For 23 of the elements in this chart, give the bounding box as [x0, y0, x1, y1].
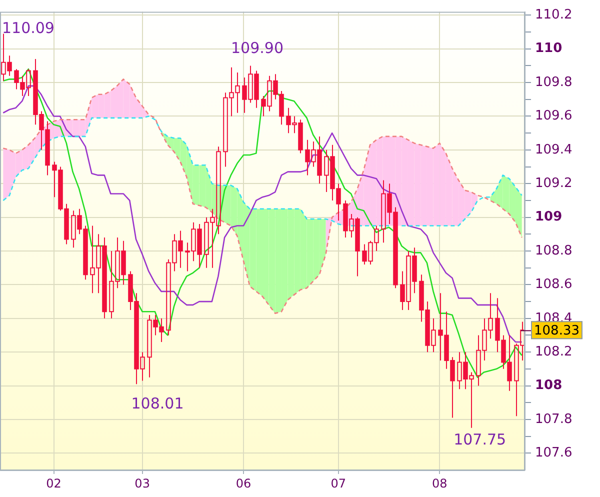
- y-tick-label: 109: [535, 210, 562, 225]
- x-tick-label: 03: [134, 476, 150, 490]
- x-tick-label: 07: [330, 476, 346, 490]
- y-tick-label: 109.6: [535, 108, 572, 124]
- y-tick-label: 107.6: [535, 446, 572, 461]
- y-tick-label: 109.2: [535, 176, 572, 191]
- y-tick-label: 110.2: [535, 8, 572, 23]
- y-tick-label: 108.2: [535, 344, 572, 360]
- y-tick-label: 108.8: [535, 243, 572, 258]
- y-tick-label: 107.8: [535, 412, 572, 427]
- annotation: 109.90: [231, 38, 284, 57]
- y-tick-label: 109.4: [535, 142, 572, 158]
- y-tick-label: 108: [535, 378, 562, 394]
- y-tick-label: 108.6: [535, 277, 572, 292]
- annotation: 110.09: [2, 19, 54, 38]
- y-tick-label: 109.8: [535, 74, 572, 90]
- text: 108.33: [534, 324, 580, 339]
- x-tick-label: 06: [236, 476, 252, 490]
- annotation: 107.75: [454, 430, 506, 449]
- annotation: 108.01: [131, 394, 184, 412]
- x-tick-label: 08: [432, 476, 448, 490]
- y-tick-label: 110: [535, 41, 562, 56]
- x-tick-label: 02: [46, 476, 62, 490]
